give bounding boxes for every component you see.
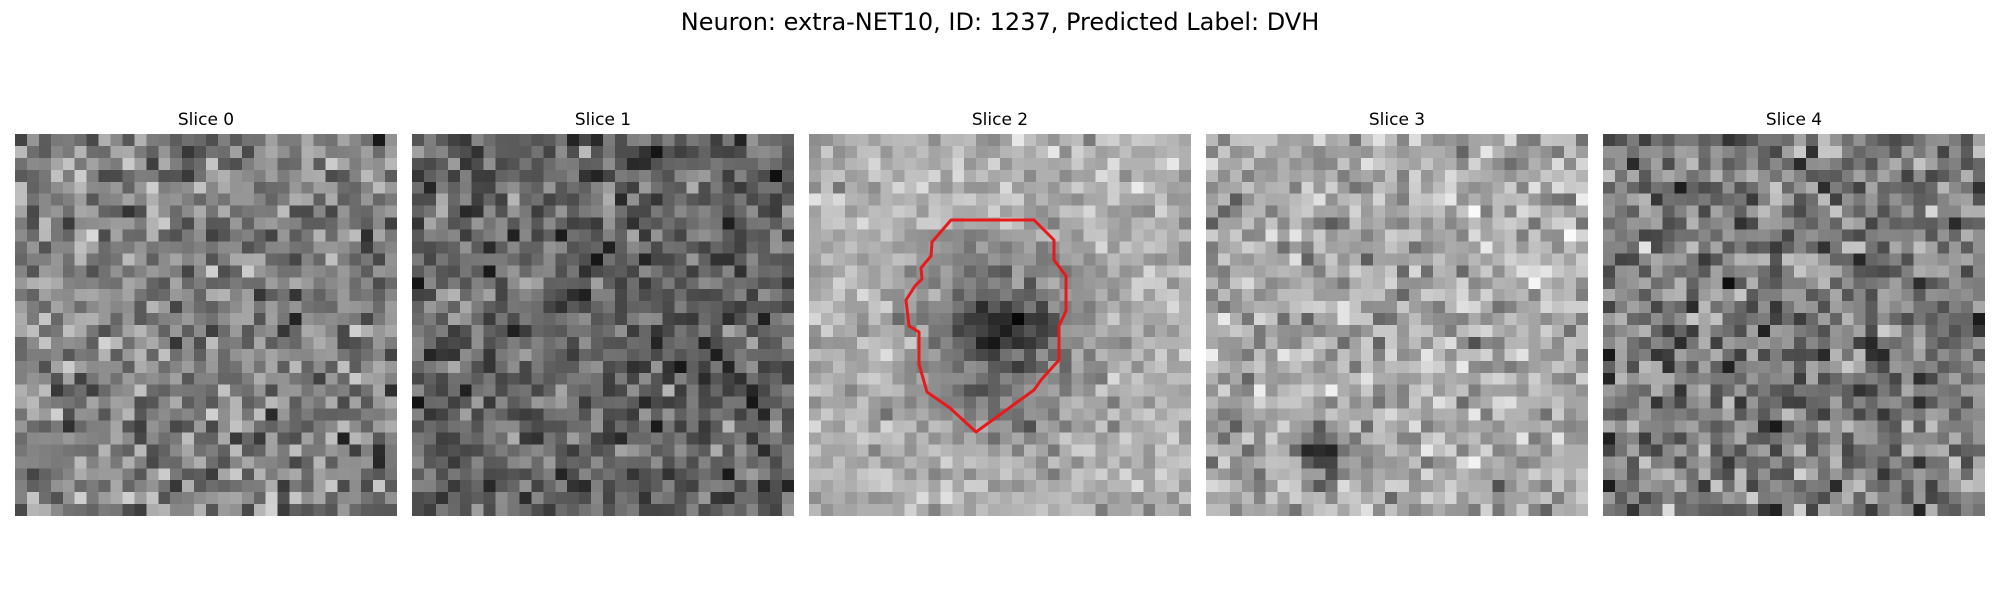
slice-2-title: Slice 2: [971, 110, 1029, 130]
slice-4-image: [1603, 134, 1985, 516]
figure-title: Neuron: extra-NET10, ID: 1237, Predicted…: [680, 8, 1320, 36]
neuron-roi-contour: [904, 218, 1068, 434]
slice-2-pixels: [809, 134, 1191, 516]
slice-0-title: Slice 0: [177, 110, 235, 130]
slice-0-image: [15, 134, 397, 516]
slice-1-pixels: [412, 134, 794, 516]
slice-4-pixels: [1603, 134, 1985, 516]
slice-1-image: [412, 134, 794, 516]
slice-3-title: Slice 3: [1368, 110, 1426, 130]
slice-3-pixels: [1206, 134, 1588, 516]
slice-2-image: [809, 134, 1191, 516]
neuron-contour-overlay: [904, 218, 1068, 434]
slice-4-title: Slice 4: [1765, 110, 1823, 130]
slice-0-pixels: [15, 134, 397, 516]
slice-3-image: [1206, 134, 1588, 516]
slice-1-title: Slice 1: [574, 110, 632, 130]
